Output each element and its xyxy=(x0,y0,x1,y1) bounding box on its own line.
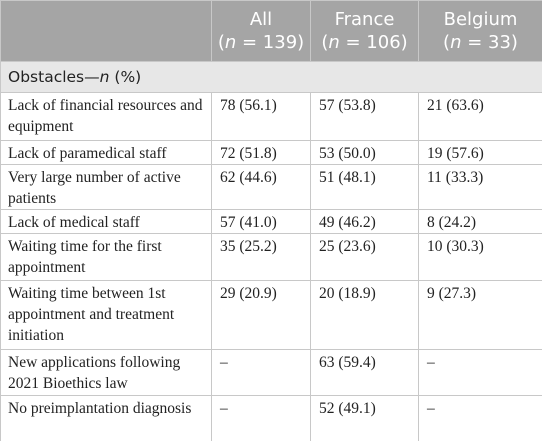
value-cell: 29 (20.9) xyxy=(211,280,311,350)
section-cell: Obstacles—n (%) xyxy=(0,61,542,93)
row-label: Waiting time for the first appointment xyxy=(0,233,212,281)
value-cell: 63 (59.4) xyxy=(310,349,419,396)
value-cell: 52 (49.1) xyxy=(310,395,419,441)
data-row: New applications following 2021 Bioethic… xyxy=(0,349,542,396)
value-cell: 8 (24.2) xyxy=(418,209,542,234)
header-cell: France (n = 106) xyxy=(310,0,419,62)
column-count: n xyxy=(328,32,340,53)
value-cell: 25 (23.6) xyxy=(310,233,419,281)
column-count: n xyxy=(450,32,462,53)
column-name: All xyxy=(249,9,273,30)
row-label: Lack of financial resources and equipmen… xyxy=(0,92,212,141)
column-name: Belgium xyxy=(443,9,518,30)
column-count: ( xyxy=(217,32,225,53)
row-label: New applications following 2021 Bioethic… xyxy=(0,349,212,396)
value-cell: 51 (48.1) xyxy=(310,164,419,210)
value-cell: 20 (18.9) xyxy=(310,280,419,350)
row-label: Lack of paramedical staff xyxy=(0,140,212,165)
data-row: Very large number of active patients 62 (… xyxy=(0,164,542,210)
header-cell xyxy=(0,0,212,62)
row-label: Very large number of active patients xyxy=(0,164,212,210)
header-row: All (n = 139) France (n = 106) Belgium (n = 3… xyxy=(0,0,542,62)
value-cell: 78 (56.1) xyxy=(211,92,311,141)
value-cell: 35 (25.2) xyxy=(211,233,311,281)
value-cell: – xyxy=(418,349,542,396)
column-count: ( xyxy=(321,32,329,53)
data-row: Waiting time for the first appointment 35… xyxy=(0,233,542,281)
section-row: Obstacles—n (%) xyxy=(0,61,542,93)
column-count: n xyxy=(224,32,237,53)
value-cell: 57 (53.8) xyxy=(310,92,419,141)
column-count: ( xyxy=(443,32,451,53)
value-cell: 21 (63.6) xyxy=(418,92,542,141)
section-label: (%) xyxy=(109,68,142,86)
section-label: n xyxy=(99,68,110,86)
column-count: = 139) xyxy=(236,32,305,53)
column-count: = 33) xyxy=(461,32,518,53)
value-cell: – xyxy=(211,395,311,441)
data-row: Lack of financial resources and equipmen… xyxy=(0,92,542,141)
data-row: Waiting time between 1st appointment and… xyxy=(0,280,542,350)
value-cell: 19 (57.6) xyxy=(418,140,542,165)
value-cell: 72 (51.8) xyxy=(211,140,311,165)
value-cell: 49 (46.2) xyxy=(310,209,419,234)
value-cell: 62 (44.6) xyxy=(211,164,311,210)
row-label: Waiting time between 1st appointment and… xyxy=(0,280,212,350)
value-cell: – xyxy=(211,349,311,396)
header-cell: Belgium (n = 33) xyxy=(418,0,542,62)
value-cell: 53 (50.0) xyxy=(310,140,419,165)
value-cell: 57 (41.0) xyxy=(211,209,311,234)
data-row: Lack of paramedical staff 72 (51.8) 53 (50… xyxy=(0,140,542,165)
section-label: Obstacles— xyxy=(8,68,100,86)
data-row: No preimplantation diagnosis –52 (49.1) – xyxy=(0,395,542,441)
row-label: Lack of medical staff xyxy=(0,209,212,234)
row-label: No preimplantation diagnosis xyxy=(0,395,212,441)
value-cell: 11 (33.3) xyxy=(418,164,542,210)
header-cell: All (n = 139) xyxy=(211,0,311,62)
column-name: France xyxy=(334,9,395,30)
data-row: Lack of medical staff 57 (41.0) 49 (46.2) 8… xyxy=(0,209,542,234)
value-cell: – xyxy=(418,395,542,441)
value-cell: 9 (27.3) xyxy=(418,280,542,350)
column-count: = 106) xyxy=(339,32,408,53)
value-cell: 10 (30.3) xyxy=(418,233,542,281)
